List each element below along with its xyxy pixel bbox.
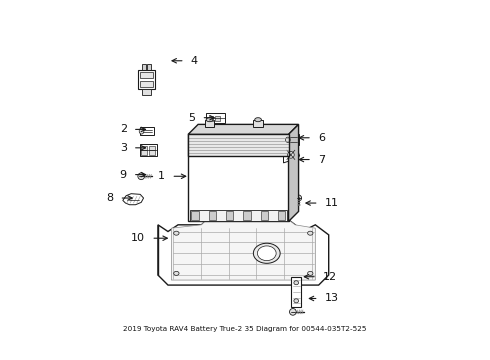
Bar — [140, 72, 153, 78]
Polygon shape — [172, 211, 315, 280]
Bar — [285, 134, 299, 145]
Bar — [188, 134, 289, 156]
Bar — [190, 210, 287, 221]
Polygon shape — [188, 124, 298, 134]
Text: 9: 9 — [120, 170, 127, 180]
Text: 12: 12 — [323, 272, 337, 282]
Bar — [226, 211, 233, 220]
Polygon shape — [289, 124, 298, 221]
Bar — [215, 116, 220, 121]
Bar — [142, 64, 146, 70]
Ellipse shape — [253, 243, 280, 263]
Text: 11: 11 — [325, 198, 339, 208]
Bar — [209, 116, 213, 121]
Ellipse shape — [286, 137, 290, 143]
Text: 2: 2 — [120, 125, 127, 134]
Bar — [148, 146, 155, 150]
Bar — [140, 144, 157, 156]
Ellipse shape — [308, 271, 313, 275]
Text: 5: 5 — [189, 113, 196, 123]
Bar — [243, 211, 250, 220]
Bar — [140, 81, 153, 87]
Polygon shape — [123, 194, 144, 205]
Text: 6: 6 — [318, 133, 325, 143]
Text: 4: 4 — [191, 56, 198, 66]
Bar — [291, 277, 301, 307]
Bar — [209, 211, 216, 220]
Bar — [147, 64, 151, 70]
Bar — [141, 146, 147, 150]
Bar — [261, 211, 268, 220]
Ellipse shape — [206, 118, 213, 122]
Ellipse shape — [288, 152, 294, 158]
Bar — [253, 120, 263, 127]
Ellipse shape — [255, 118, 261, 122]
Polygon shape — [140, 127, 153, 135]
Polygon shape — [284, 147, 299, 163]
Bar — [205, 120, 214, 127]
Text: 3: 3 — [120, 143, 127, 153]
Text: 7: 7 — [318, 154, 325, 165]
Text: 10: 10 — [131, 233, 145, 243]
Ellipse shape — [138, 173, 145, 180]
Bar — [278, 211, 285, 220]
Ellipse shape — [173, 231, 179, 235]
Text: 8: 8 — [106, 193, 113, 203]
Ellipse shape — [294, 299, 298, 303]
Bar — [192, 211, 199, 220]
Ellipse shape — [139, 128, 144, 134]
Ellipse shape — [173, 271, 179, 275]
Bar — [138, 70, 155, 89]
Bar — [206, 113, 225, 123]
Ellipse shape — [308, 231, 313, 235]
Ellipse shape — [290, 309, 296, 315]
Polygon shape — [158, 211, 329, 285]
Ellipse shape — [257, 246, 276, 261]
Bar — [141, 150, 147, 154]
Bar — [148, 150, 155, 154]
Bar — [142, 89, 151, 95]
Ellipse shape — [295, 195, 301, 201]
Text: 13: 13 — [325, 293, 339, 303]
Bar — [188, 134, 289, 156]
Bar — [188, 134, 289, 221]
Text: 2019 Toyota RAV4 Battery True-2 35 Diagram for 00544-035T2-525: 2019 Toyota RAV4 Battery True-2 35 Diagr… — [123, 325, 367, 332]
Ellipse shape — [294, 281, 298, 285]
Text: 1: 1 — [158, 171, 165, 181]
